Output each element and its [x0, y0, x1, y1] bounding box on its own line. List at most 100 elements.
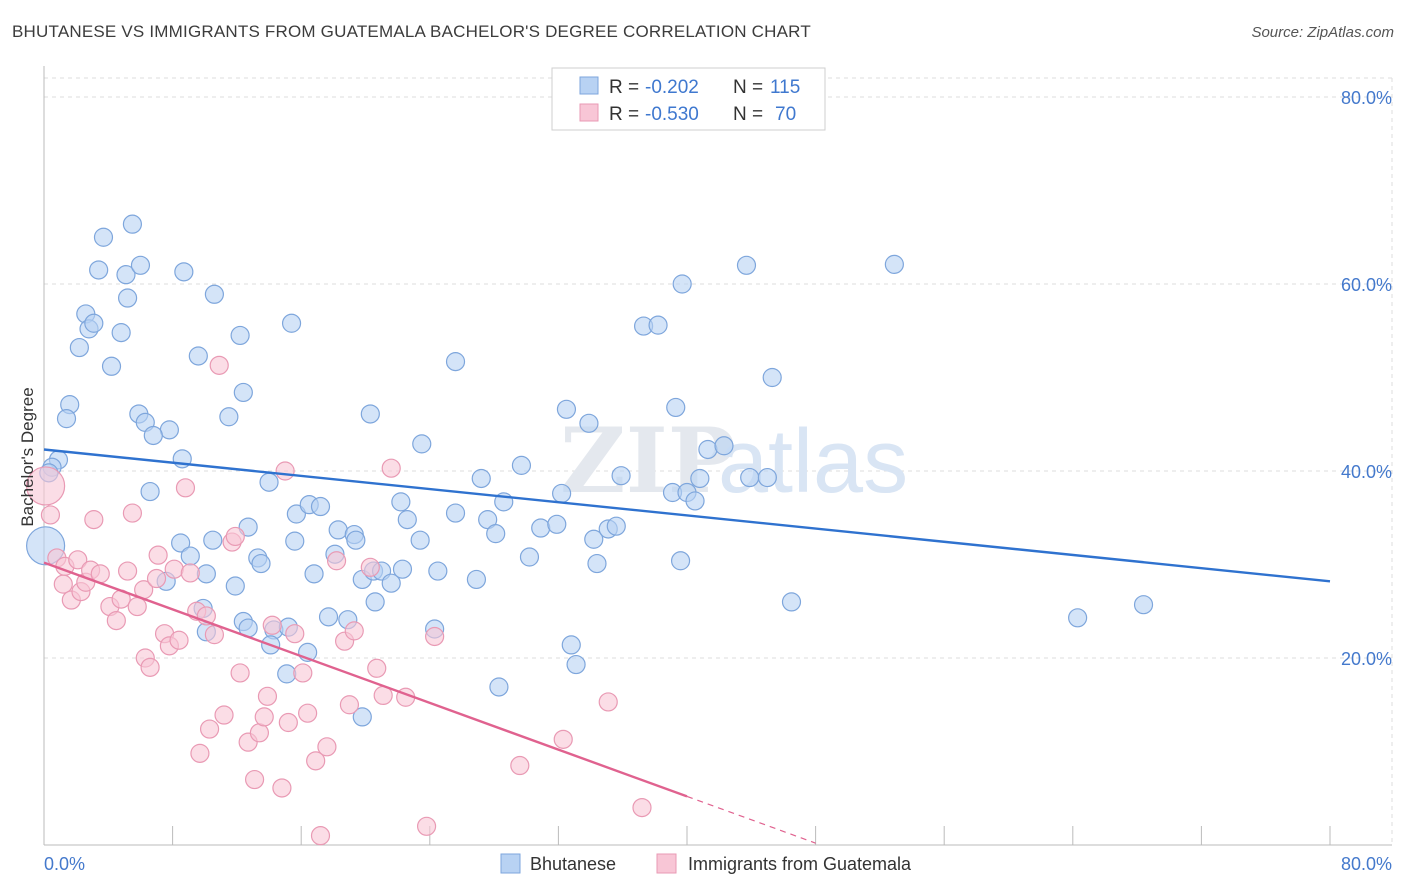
data-point — [666, 397, 686, 418]
data-point — [339, 695, 360, 715]
trend-lines — [43, 448, 1331, 844]
data-point — [180, 563, 200, 583]
data-point — [445, 352, 466, 372]
data-point — [611, 466, 631, 486]
legend-r-value-2: -0.530 — [645, 104, 699, 125]
data-point — [584, 529, 604, 549]
data-point — [285, 624, 305, 644]
data-point — [360, 404, 380, 424]
y-axis-label: Bachelor's Degree — [18, 387, 37, 526]
bottom-legend-swatch-guatemala — [656, 853, 677, 874]
y-tick-label: 20.0% — [1341, 649, 1392, 669]
data-point — [196, 564, 216, 584]
legend-r-value-1: -0.202 — [645, 77, 699, 98]
data-point — [275, 461, 295, 481]
data-point — [238, 517, 258, 537]
data-point — [199, 719, 220, 739]
data-point — [579, 413, 599, 433]
data-point — [169, 630, 189, 650]
data-point — [249, 723, 270, 743]
data-point — [219, 407, 239, 427]
data-point — [318, 607, 339, 627]
data-point — [553, 729, 573, 749]
data-point — [130, 255, 151, 275]
data-point — [466, 569, 487, 590]
data-point — [204, 284, 224, 304]
data-point — [392, 559, 413, 579]
series-legend: Bhutanese Immigrants from Guatemala — [500, 853, 912, 874]
data-point — [298, 703, 318, 723]
data-point — [606, 516, 626, 536]
legend-n-value-1: 115 — [770, 77, 800, 98]
trend-line-bhutanese — [43, 448, 1331, 583]
data-point — [714, 436, 734, 456]
source-label: Source: ZipAtlas.com — [1251, 24, 1394, 41]
data-point — [277, 664, 297, 684]
data-point — [146, 568, 167, 589]
data-point — [587, 553, 607, 574]
data-point — [317, 737, 337, 757]
legend-n-value-2: 70 — [775, 104, 796, 125]
chart-title: BHUTANESE VS IMMIGRANTS FROM GUATEMALA B… — [12, 22, 811, 41]
data-point — [286, 504, 306, 524]
data-point — [84, 313, 104, 333]
x-tick-label-max: 80.0% — [1341, 854, 1392, 874]
data-point — [698, 439, 718, 460]
x-tick-label-min: 0.0% — [44, 854, 85, 874]
trend-line-guatemala — [43, 561, 688, 798]
data-point — [116, 265, 136, 285]
data-point — [188, 346, 208, 366]
data-point — [262, 615, 282, 635]
data-point — [225, 576, 245, 596]
bottom-legend-swatch-bhutanese — [500, 853, 521, 874]
data-point — [272, 778, 292, 798]
data-point — [489, 677, 509, 697]
tick-labels: 20.0% 40.0% 60.0% 80.0% 0.0% 80.0% — [44, 88, 1392, 874]
data-point — [445, 503, 466, 523]
data-point — [531, 518, 551, 538]
data-point — [69, 337, 89, 358]
data-point — [171, 533, 191, 553]
y-tick-label: 40.0% — [1341, 462, 1392, 482]
legend-swatch-guatemala — [579, 103, 599, 122]
data-point — [148, 545, 168, 565]
data-point — [140, 481, 160, 502]
data-point — [84, 510, 104, 530]
data-point — [648, 315, 668, 335]
data-point — [1133, 595, 1154, 615]
legend-r-label-2: R = — [609, 104, 639, 125]
data-point — [425, 626, 445, 647]
data-point — [511, 455, 532, 475]
watermark-atlas: atlas — [718, 412, 908, 512]
data-point — [203, 530, 223, 550]
data-point — [781, 592, 802, 612]
data-point — [204, 625, 224, 645]
data-point — [122, 503, 143, 523]
data-point — [306, 751, 326, 771]
data-point — [304, 564, 324, 584]
data-point — [175, 478, 196, 498]
data-point — [310, 496, 331, 517]
data-point — [174, 262, 194, 282]
data-point — [690, 468, 710, 489]
data-point — [293, 663, 313, 683]
data-point — [346, 530, 366, 550]
series-guatemala-points — [26, 355, 652, 846]
legend-swatch-bhutanese — [579, 76, 599, 95]
data-point — [117, 561, 138, 581]
data-point — [360, 557, 380, 577]
data-point — [180, 546, 200, 566]
data-point — [416, 816, 437, 836]
data-point — [281, 313, 302, 333]
data-point — [757, 467, 777, 488]
data-point — [101, 356, 122, 376]
data-point — [598, 692, 618, 712]
data-point — [285, 531, 305, 551]
data-point — [328, 520, 348, 540]
data-point — [56, 409, 77, 429]
data-point — [278, 712, 298, 733]
data-point — [672, 274, 692, 294]
data-point — [209, 355, 229, 375]
data-point — [310, 826, 331, 846]
data-point — [365, 592, 385, 612]
